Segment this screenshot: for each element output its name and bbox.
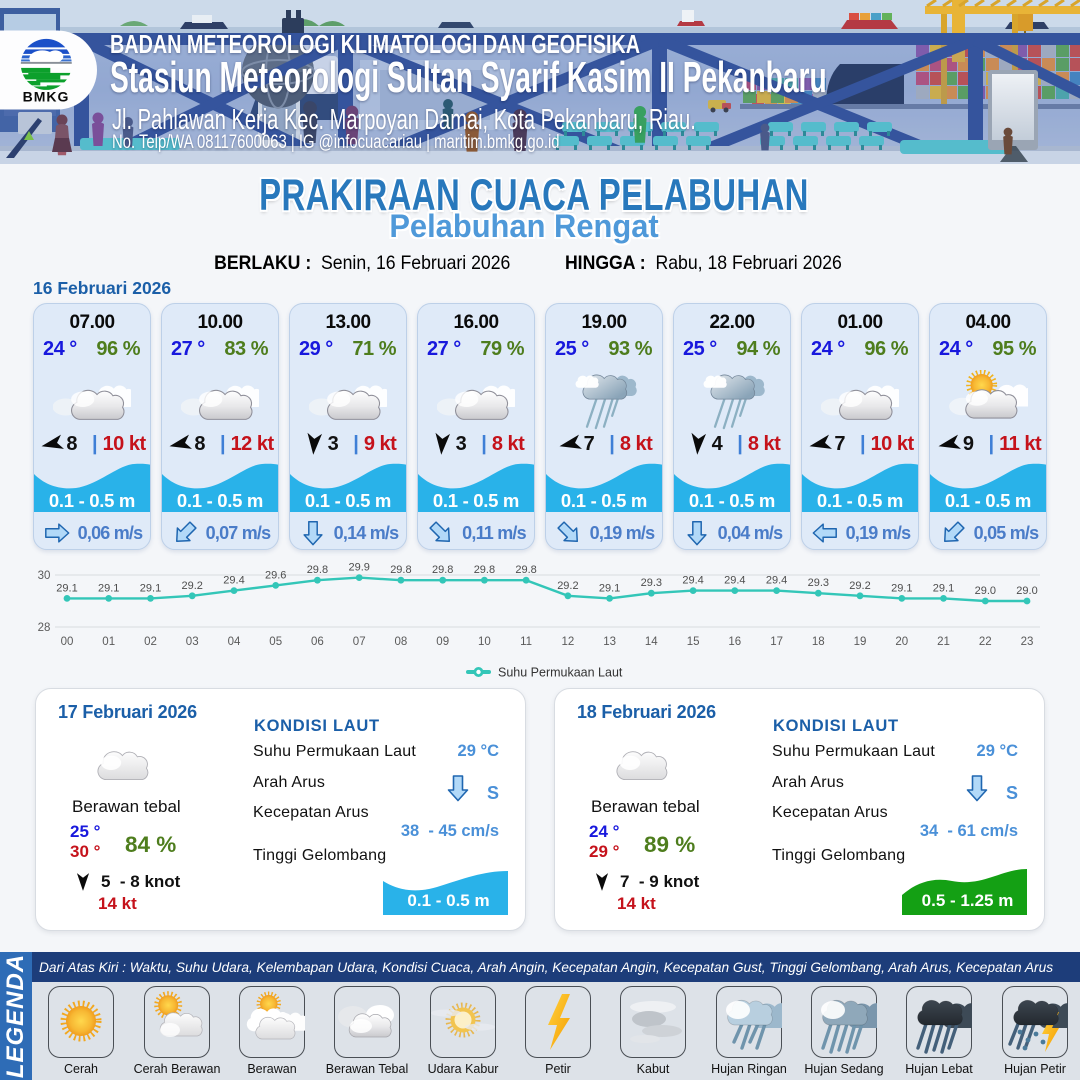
svg-text:19: 19	[854, 636, 867, 648]
svg-text:29.3: 29.3	[641, 577, 662, 589]
svg-text:29.9: 29.9	[348, 562, 369, 574]
svg-text:BMKG: BMKG	[23, 89, 70, 105]
svg-text:29.4: 29.4	[682, 575, 703, 587]
svg-text:08: 08	[395, 636, 408, 648]
svg-text:Suhu Permukaan Laut: Suhu Permukaan Laut	[498, 666, 623, 680]
svg-text:22: 22	[979, 636, 992, 648]
svg-text:13: 13	[603, 636, 616, 648]
svg-text:30: 30	[38, 570, 51, 582]
svg-text:12: 12	[562, 636, 575, 648]
svg-text:29.3: 29.3	[808, 577, 829, 589]
svg-text:06: 06	[311, 636, 324, 648]
svg-text:02: 02	[144, 636, 157, 648]
svg-text:29.1: 29.1	[933, 582, 954, 594]
svg-text:29.8: 29.8	[307, 564, 328, 576]
svg-text:29.8: 29.8	[390, 564, 411, 576]
svg-text:29.2: 29.2	[557, 580, 578, 592]
svg-text:29.0: 29.0	[975, 585, 996, 597]
svg-text:29.8: 29.8	[432, 564, 453, 576]
svg-text:17: 17	[770, 636, 783, 648]
svg-text:29.1: 29.1	[599, 582, 620, 594]
svg-text:20: 20	[895, 636, 908, 648]
svg-text:03: 03	[186, 636, 199, 648]
svg-text:00: 00	[61, 636, 74, 648]
svg-text:29.4: 29.4	[223, 575, 244, 587]
svg-text:10: 10	[478, 636, 491, 648]
svg-text:18: 18	[812, 636, 825, 648]
svg-text:01: 01	[102, 636, 115, 648]
svg-text:07: 07	[353, 636, 366, 648]
svg-text:29.1: 29.1	[98, 582, 119, 594]
svg-text:04: 04	[228, 636, 241, 648]
svg-text:29.2: 29.2	[849, 580, 870, 592]
svg-text:14: 14	[645, 636, 658, 648]
svg-text:29.1: 29.1	[891, 582, 912, 594]
svg-text:29.8: 29.8	[515, 564, 536, 576]
svg-text:29.1: 29.1	[56, 582, 77, 594]
svg-text:29.6: 29.6	[265, 569, 286, 581]
svg-text:29.4: 29.4	[724, 575, 745, 587]
svg-text:09: 09	[436, 636, 449, 648]
svg-text:16: 16	[728, 636, 741, 648]
svg-text:11: 11	[520, 636, 532, 648]
svg-text:21: 21	[937, 636, 950, 648]
svg-text:29.0: 29.0	[1016, 585, 1037, 597]
svg-text:29.1: 29.1	[140, 582, 161, 594]
svg-text:29.4: 29.4	[766, 575, 787, 587]
svg-text:05: 05	[269, 636, 282, 648]
svg-text:23: 23	[1021, 636, 1034, 648]
svg-text:15: 15	[687, 636, 700, 648]
svg-text:29.2: 29.2	[181, 580, 202, 592]
svg-text:29.8: 29.8	[474, 564, 495, 576]
svg-text:28: 28	[38, 622, 51, 634]
